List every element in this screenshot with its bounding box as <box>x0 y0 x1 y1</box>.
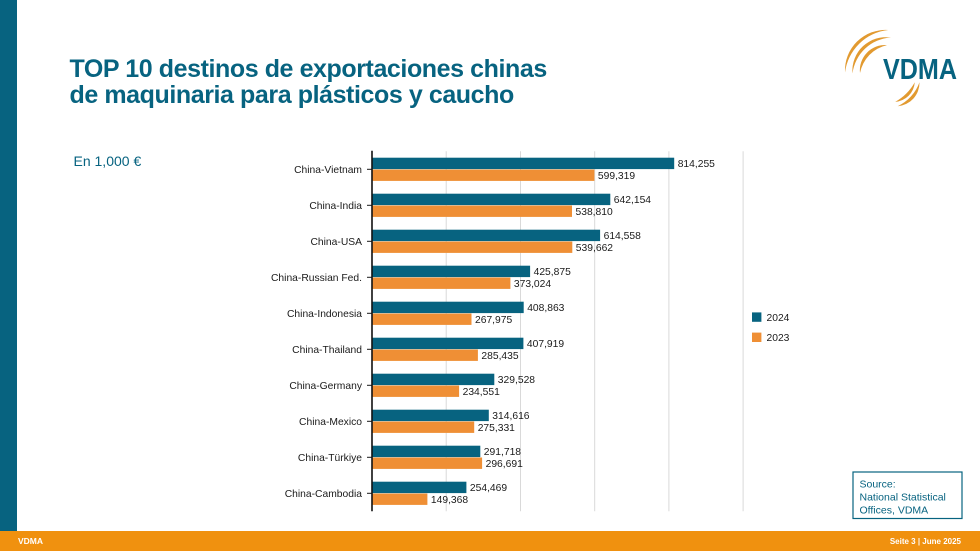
svg-text:539,662: 539,662 <box>576 243 613 254</box>
svg-text:China-USA: China-USA <box>310 237 362 248</box>
svg-text:296,691: 296,691 <box>486 459 523 470</box>
svg-text:China-Türkiye: China-Türkiye <box>298 453 362 464</box>
svg-text:Source:: Source: <box>860 479 896 491</box>
svg-text:China-Cambodia: China-Cambodia <box>285 489 363 500</box>
svg-text:China-Indonesia: China-Indonesia <box>287 309 362 320</box>
svg-text:China-Thailand: China-Thailand <box>292 345 362 356</box>
svg-text:267,975: 267,975 <box>475 315 512 326</box>
svg-text:425,875: 425,875 <box>534 267 571 278</box>
svg-text:National Statistical: National Statistical <box>860 492 946 504</box>
svg-text:373,024: 373,024 <box>514 279 551 290</box>
svg-text:254,469: 254,469 <box>470 483 507 494</box>
svg-text:407,919: 407,919 <box>527 339 564 350</box>
svg-text:China-India: China-India <box>309 201 362 212</box>
svg-text:599,319: 599,319 <box>598 171 635 182</box>
svg-text:408,863: 408,863 <box>527 303 564 314</box>
svg-text:538,810: 538,810 <box>576 207 613 218</box>
svg-text:2024: 2024 <box>767 313 790 324</box>
svg-text:234,551: 234,551 <box>463 387 500 398</box>
svg-text:China-Russian Fed.: China-Russian Fed. <box>271 273 362 284</box>
svg-text:285,435: 285,435 <box>481 351 518 362</box>
svg-text:614,558: 614,558 <box>604 231 641 242</box>
svg-text:2023: 2023 <box>767 333 790 344</box>
svg-text:China-Vietnam: China-Vietnam <box>294 165 362 176</box>
svg-text:VDMA: VDMA <box>883 54 957 86</box>
svg-text:642,154: 642,154 <box>614 195 651 206</box>
svg-text:149,368: 149,368 <box>431 495 468 506</box>
svg-text:Offices, VDMA: Offices, VDMA <box>860 505 929 517</box>
svg-text:314,616: 314,616 <box>492 411 529 422</box>
svg-text:329,528: 329,528 <box>498 375 535 386</box>
svg-text:275,331: 275,331 <box>478 423 515 434</box>
svg-text:814,255: 814,255 <box>678 159 715 170</box>
svg-text:291,718: 291,718 <box>484 447 521 458</box>
svg-text:China-Germany: China-Germany <box>289 381 363 392</box>
svg-text:China-Mexico: China-Mexico <box>299 417 362 428</box>
